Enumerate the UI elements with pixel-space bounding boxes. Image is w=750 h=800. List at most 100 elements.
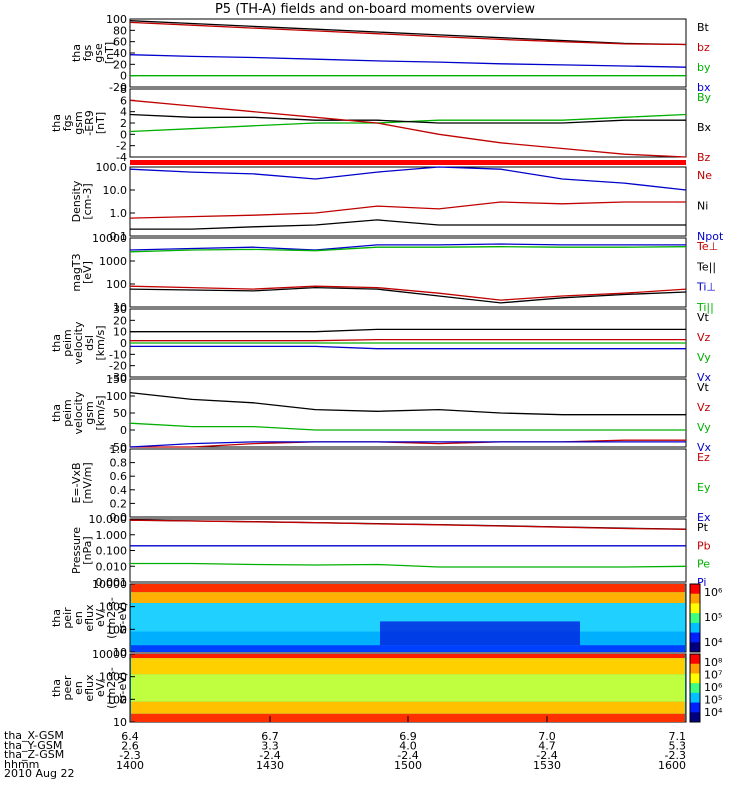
series-line xyxy=(129,286,687,304)
series-line xyxy=(129,21,687,46)
heatmap-band xyxy=(131,592,685,604)
colorbar-tick-label: 10⁸ xyxy=(704,656,723,669)
y-axis-label-line: E=-VxB xyxy=(70,462,83,503)
y-axis-label-line: [nPa] xyxy=(81,536,94,564)
legend-entry: Bx xyxy=(697,121,712,134)
y-axis-label-line: [mV/m] xyxy=(81,462,94,503)
y-tick-label: -4 xyxy=(116,151,127,164)
y-tick-label: 30 xyxy=(113,303,127,316)
y-axis-label-line: peir xyxy=(61,607,74,629)
legend-entry: Pe xyxy=(697,558,710,571)
y-tick-label: 50 xyxy=(113,407,127,420)
legend-entry: by xyxy=(697,61,711,74)
y-tick-label: 8 xyxy=(120,83,127,96)
y-tick-label: -30 xyxy=(109,371,127,384)
series-line xyxy=(129,391,686,416)
y-tick-label: 100.0 xyxy=(96,161,128,174)
y-axis-label-line: gsm xyxy=(72,111,85,134)
y-axis-label-line: fgs xyxy=(81,44,94,61)
y-axis-label-line: sr-eV) xyxy=(116,602,129,634)
y-tick-label: -20 xyxy=(109,360,127,373)
heatmap-band xyxy=(131,674,685,702)
y-tick-label: 0.100 xyxy=(96,545,128,558)
colorbar-tick-label: 10⁵ xyxy=(704,694,722,707)
colorbar-tick-label: 10⁵ xyxy=(704,611,722,624)
colorbar-band xyxy=(690,613,700,624)
xaxis-row-label: tha_Y-GSM xyxy=(4,738,63,752)
legend-entry: Npot xyxy=(697,230,724,243)
y-tick-label: 40 xyxy=(113,47,127,60)
legend-entry: By xyxy=(697,91,712,104)
y-axis-label-line: eflux xyxy=(83,674,96,702)
y-tick-label: 1000 xyxy=(99,255,127,268)
y-tick-label: 60 xyxy=(113,36,127,49)
y-tick-label: 100 xyxy=(106,390,127,403)
colorbar-band xyxy=(690,683,700,694)
x-tick-label: -2.3 xyxy=(665,749,686,762)
y-axis-label-line: dsl xyxy=(83,335,96,351)
y-tick-label: 0.4 xyxy=(110,484,128,497)
x-tick-label: -2.3 xyxy=(119,749,140,762)
legend-entry: bx xyxy=(697,81,711,94)
xaxis-row-label: hhmm xyxy=(4,757,40,771)
y-tick-label: 0 xyxy=(120,424,127,437)
x-tick-label: 6.9 xyxy=(399,730,417,743)
y-tick-label: 1.0 xyxy=(110,443,128,456)
y-axis-label: E=-VxB[mV/m] xyxy=(70,462,94,503)
series-line xyxy=(130,219,686,230)
y-axis-label-line: Density xyxy=(70,180,83,222)
legend-entry: Pt xyxy=(697,521,709,534)
series-line xyxy=(129,54,687,68)
y-tick-label: 100 xyxy=(106,13,127,26)
y-tick-label: 6 xyxy=(120,94,127,107)
x-tick-label: 7.0 xyxy=(538,730,556,743)
legend-entry: Ti|| xyxy=(696,301,714,314)
x-tick-label: 4.7 xyxy=(538,740,556,753)
y-tick-label: 0.010 xyxy=(96,560,128,573)
xaxis-row-label: tha_X-GSM xyxy=(4,729,64,742)
colorbar-band xyxy=(690,692,700,704)
series-line xyxy=(129,441,686,448)
legend-entry: Pb xyxy=(697,539,711,552)
y-tick-label: -50 xyxy=(109,441,127,454)
y-tick-label: 0.001 xyxy=(96,576,128,589)
x-tick-label: 1500 xyxy=(394,759,422,772)
y-tick-label: 20 xyxy=(113,314,127,327)
y-axis-label-line: en xyxy=(72,681,85,695)
y-axis-label-line: [nT] xyxy=(103,42,116,64)
series-line xyxy=(129,422,686,431)
y-axis-label-line: -ER9 xyxy=(83,110,96,136)
y-tick-label: 10.0 xyxy=(103,184,128,197)
y-tick-label: 0.0 xyxy=(110,511,128,524)
legend-entry: Ni xyxy=(697,200,708,213)
y-axis-label-line: sr-eV) xyxy=(116,672,129,704)
x-tick-label: 1400 xyxy=(116,759,144,772)
y-tick-label: 1000 xyxy=(99,671,127,684)
legend-entry: Vt xyxy=(697,381,710,394)
y-tick-label: 1.000 xyxy=(96,529,128,542)
legend-entry: Ey xyxy=(697,481,711,494)
y-axis-label-line: tha xyxy=(50,679,63,697)
colorbar-band xyxy=(690,593,700,604)
y-tick-label: 0.6 xyxy=(110,470,128,483)
legend-entry: Ne xyxy=(697,169,712,182)
x-tick-label: 1530 xyxy=(533,759,561,772)
xaxis-date: 2010 Aug 22 xyxy=(4,767,75,781)
y-axis-label-line: [cm-3] xyxy=(81,183,94,219)
x-tick-label: 4.0 xyxy=(399,740,417,753)
legend-entry: Vx xyxy=(697,441,712,454)
colorbar-band xyxy=(690,712,700,723)
series-line xyxy=(129,519,687,531)
colorbar-band xyxy=(690,622,700,634)
y-axis-label-line: gsm xyxy=(83,401,96,424)
y-tick-label: 10 xyxy=(113,326,127,339)
y-tick-label: 100 xyxy=(106,693,127,706)
series-line xyxy=(130,439,686,448)
legend-entry: bz xyxy=(697,41,710,54)
y-tick-label: 150 xyxy=(106,373,127,386)
y-tick-label: 0.8 xyxy=(110,457,128,470)
chart-title: P5 (TH-A) fields and on-board moments ov… xyxy=(214,2,536,17)
colorbar-band xyxy=(690,642,700,653)
